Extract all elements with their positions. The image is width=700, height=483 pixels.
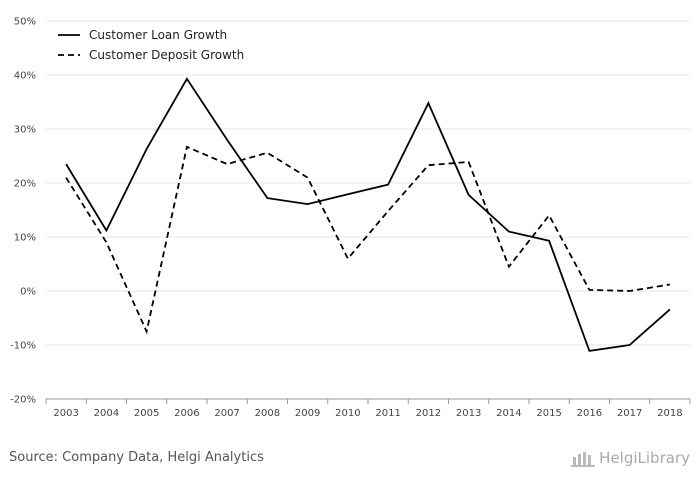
- x-tick-label: 2011: [375, 408, 400, 419]
- x-axis: 2003 2004 2005 2006 2007 2008 2009 2010 2011 2012…: [45, 399, 691, 419]
- y-tick-label: 20%: [14, 179, 36, 190]
- x-tick-label: 2014: [496, 408, 521, 419]
- y-tick-label: -20%: [10, 395, 36, 406]
- x-tick-label: 2018: [657, 408, 682, 419]
- line-chart: -20%-10%0%10%20%30%40%50% 2003 2004 2005 20…: [10, 17, 691, 419]
- helgi-library-logo: HelgiLibrary: [571, 449, 690, 467]
- y-tick-label: 50%: [14, 17, 36, 28]
- deposit-growth-line: [65, 145, 671, 335]
- x-tick-label: 2009: [295, 408, 320, 419]
- x-tick-label: 2013: [456, 408, 481, 419]
- legend-label: Customer Loan Growth: [89, 28, 227, 42]
- x-tick-label: 2017: [617, 408, 642, 419]
- x-tick-label: 2004: [94, 408, 119, 419]
- y-tick-label: 30%: [14, 125, 36, 136]
- logo-text: HelgiLibrary: [599, 449, 690, 467]
- x-tick-label: 2006: [174, 408, 199, 419]
- x-tick-label: 2016: [577, 408, 602, 419]
- y-axis: -20% -10% 0% 10% 20% 30% 40% 50%: [10, 17, 36, 406]
- x-tick-label: 2012: [416, 408, 441, 419]
- legend-label: Customer Deposit Growth: [89, 48, 244, 62]
- legend: Customer Loan Growth Customer Deposit Gro…: [58, 28, 244, 62]
- x-tick-label: 2005: [134, 408, 159, 419]
- x-tick-label: 2015: [536, 408, 561, 419]
- y-tick-label: 10%: [14, 233, 36, 244]
- y-tick-label: -10%: [10, 341, 36, 352]
- x-tick-label: 2003: [53, 408, 78, 419]
- source-note: Source: Company Data, Helgi Analytics: [9, 450, 264, 465]
- series-lines: [65, 77, 671, 352]
- x-tick-label: 2008: [255, 408, 280, 419]
- loan-growth-line: [65, 77, 671, 352]
- y-tick-label: 40%: [14, 71, 36, 82]
- gridlines: [46, 20, 690, 400]
- x-tick-label: 2010: [335, 408, 360, 419]
- x-tick-label: 2007: [214, 408, 239, 419]
- y-tick-label: 0%: [20, 287, 36, 298]
- library-building-icon: [571, 452, 596, 467]
